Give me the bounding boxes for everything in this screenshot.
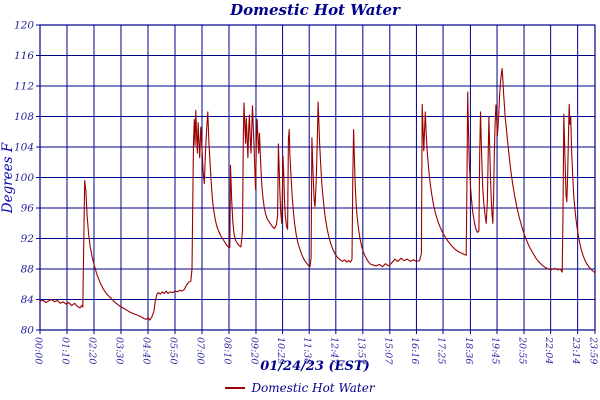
x-tick-label: 00:00 (33, 337, 44, 364)
x-tick-label: 12:47 (328, 337, 339, 365)
y-tick-label: 108 (14, 111, 34, 123)
x-tick-label: 02:20 (86, 337, 97, 364)
y-tick-label: 120 (14, 20, 34, 32)
x-tick-label: 05:50 (167, 337, 178, 364)
y-tick-label: 96 (21, 203, 35, 215)
x-tick-label: 04:40 (140, 337, 151, 364)
legend-line-swatch (225, 387, 246, 389)
x-tick-label: 17:25 (436, 337, 447, 364)
x-tick-label: 01:10 (59, 337, 70, 364)
x-tick-label: 15:07 (382, 337, 393, 365)
x-tick-label: 08:10 (221, 337, 232, 364)
y-tick-label: 112 (14, 81, 34, 93)
x-tick-label: 09:20 (248, 337, 259, 364)
x-tick-label: 22:04 (543, 336, 554, 364)
x-tick-label: 23:59 (588, 336, 599, 364)
x-tick-label: 16:16 (409, 337, 420, 364)
x-tick-label: 13:57 (355, 337, 366, 365)
x-tick-label: 07:00 (194, 337, 205, 364)
y-tick-label: 100 (14, 172, 34, 184)
y-tick-label: 84 (21, 294, 34, 306)
y-tick-label: 80 (21, 325, 35, 337)
y-tick-label: 92 (21, 233, 35, 245)
plot-border (39, 24, 596, 331)
series-line (39, 67, 596, 321)
x-tick-label: 23:14 (570, 336, 581, 364)
x-tick-label: 11:38 (302, 337, 313, 364)
chart-title: Domestic Hot Water (230, 1, 400, 19)
y-tick-label: 88 (21, 264, 35, 276)
legend: Domestic Hot Water (0, 381, 600, 395)
x-tick-label: 03:30 (113, 337, 124, 364)
x-tick-label: 18:36 (463, 337, 474, 364)
legend-label: Domestic Hot Water (251, 381, 375, 395)
x-tick-label: 19:45 (490, 337, 501, 364)
y-tick-label: 116 (14, 50, 34, 62)
x-tick-label: 10:29 (275, 337, 286, 364)
x-tick-label: 20:55 (517, 336, 528, 364)
y-tick-label: 104 (14, 142, 34, 154)
x-axis-title: 01/24/23 (EST) (260, 359, 370, 374)
